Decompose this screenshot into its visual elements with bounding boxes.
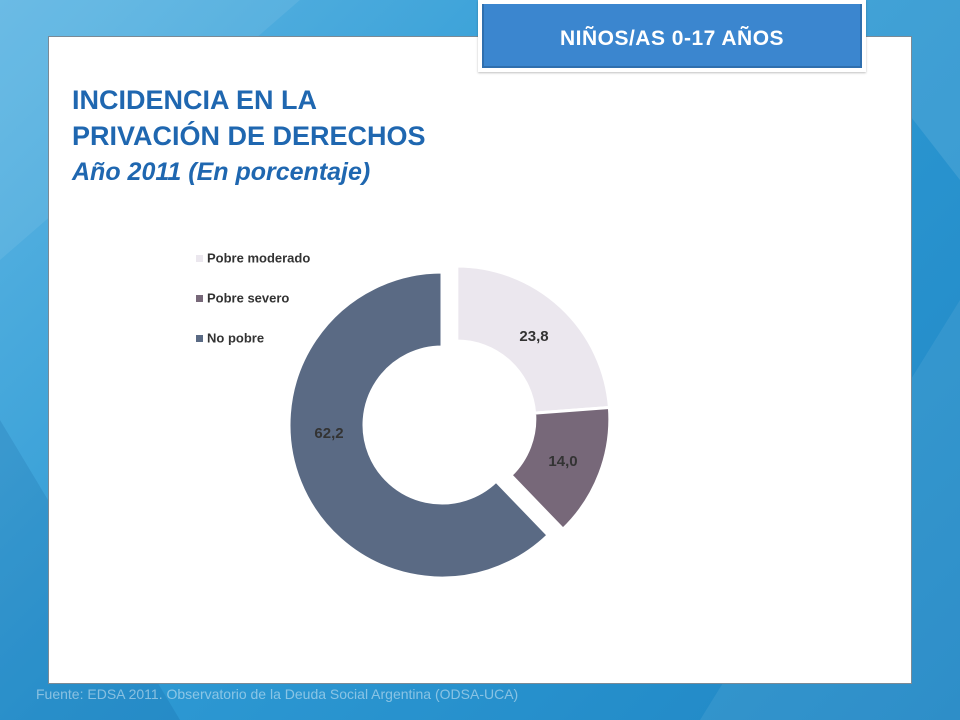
- legend-label-pobre-severo: Pobre severo: [207, 290, 289, 305]
- legend-swatch-pobre-moderado: [196, 255, 203, 262]
- section-tab-label: NIÑOS/AS 0-17 AÑOS: [482, 4, 862, 68]
- legend-label-no-pobre: No pobre: [207, 330, 264, 345]
- data-label-no-pobre: 62,2: [314, 425, 343, 442]
- slide-subtitle: Año 2011 (En porcentaje): [72, 158, 371, 186]
- legend-swatch-pobre-severo: [196, 295, 203, 302]
- source-note: Fuente: EDSA 2011. Observatorio de la De…: [36, 686, 519, 702]
- donut-slice-pobre-moderado: [455, 264, 611, 415]
- donut-slice-pobre-severo: [509, 405, 612, 531]
- legend-swatch-no-pobre: [196, 335, 203, 342]
- donut-slice-no-pobre: [287, 270, 550, 580]
- title-line-1: INCIDENCIA EN LA: [72, 85, 318, 115]
- data-label-pobre-moderado: 23,8: [519, 328, 548, 345]
- data-label-pobre-severo: 14,0: [548, 453, 577, 470]
- content-panel: [48, 36, 912, 684]
- slide-title: INCIDENCIA EN LA PRIVACIÓN DE DERECHOS: [72, 82, 426, 154]
- section-tab: NIÑOS/AS 0-17 AÑOS: [478, 0, 866, 72]
- legend-label-pobre-moderado: Pobre moderado: [207, 250, 310, 265]
- title-line-2: PRIVACIÓN DE DERECHOS: [72, 121, 426, 151]
